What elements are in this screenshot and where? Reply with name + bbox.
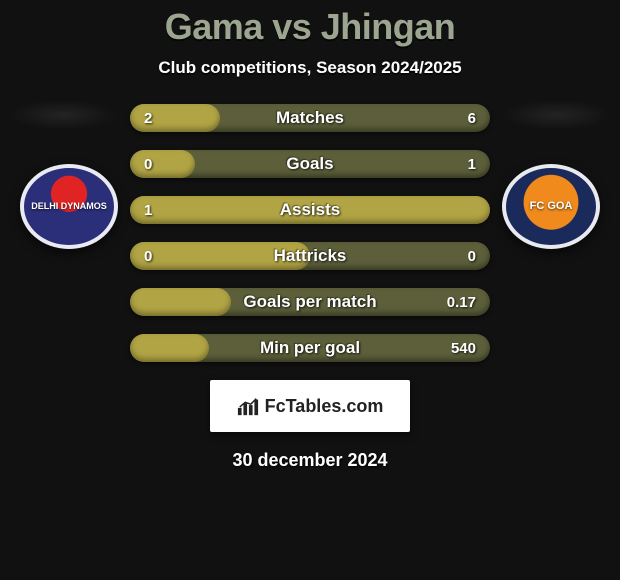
stat-row: Matches26: [130, 104, 490, 132]
stat-bar-fill: [130, 196, 490, 224]
stat-bars-container: Matches26 Goals01 Assists1 Hattricks00 Goals…: [130, 104, 490, 362]
page-title: Gama vs Jhingan: [0, 0, 620, 48]
watermark-chart-icon: [237, 396, 259, 416]
comparison-arena: DELHI DYNAMOS FC GOA Matches26 Goals01 Ass…: [0, 104, 620, 362]
stat-row: Assists1: [130, 196, 490, 224]
right-shadow-ellipse: [502, 100, 612, 130]
stat-bar-fill: [130, 288, 231, 316]
right-club-label: FC GOA: [530, 200, 573, 212]
right-club-logo: FC GOA: [502, 164, 600, 249]
stat-bar-fill: [130, 150, 195, 178]
stat-bar-fill: [130, 242, 310, 270]
watermark-text: FcTables.com: [265, 396, 384, 417]
left-club-logo: DELHI DYNAMOS: [20, 164, 118, 249]
left-shadow-ellipse: [8, 100, 118, 130]
date-label: 30 december 2024: [0, 450, 620, 471]
page-subtitle: Club competitions, Season 2024/2025: [0, 58, 620, 78]
stat-row: Goals01: [130, 150, 490, 178]
stat-row: Hattricks00: [130, 242, 490, 270]
left-club-label: DELHI DYNAMOS: [31, 202, 107, 211]
stat-bar-fill: [130, 334, 209, 362]
stat-row: Min per goal540: [130, 334, 490, 362]
stat-row: Goals per match0.17: [130, 288, 490, 316]
stat-bar-fill: [130, 104, 220, 132]
watermark: FcTables.com: [210, 380, 410, 432]
